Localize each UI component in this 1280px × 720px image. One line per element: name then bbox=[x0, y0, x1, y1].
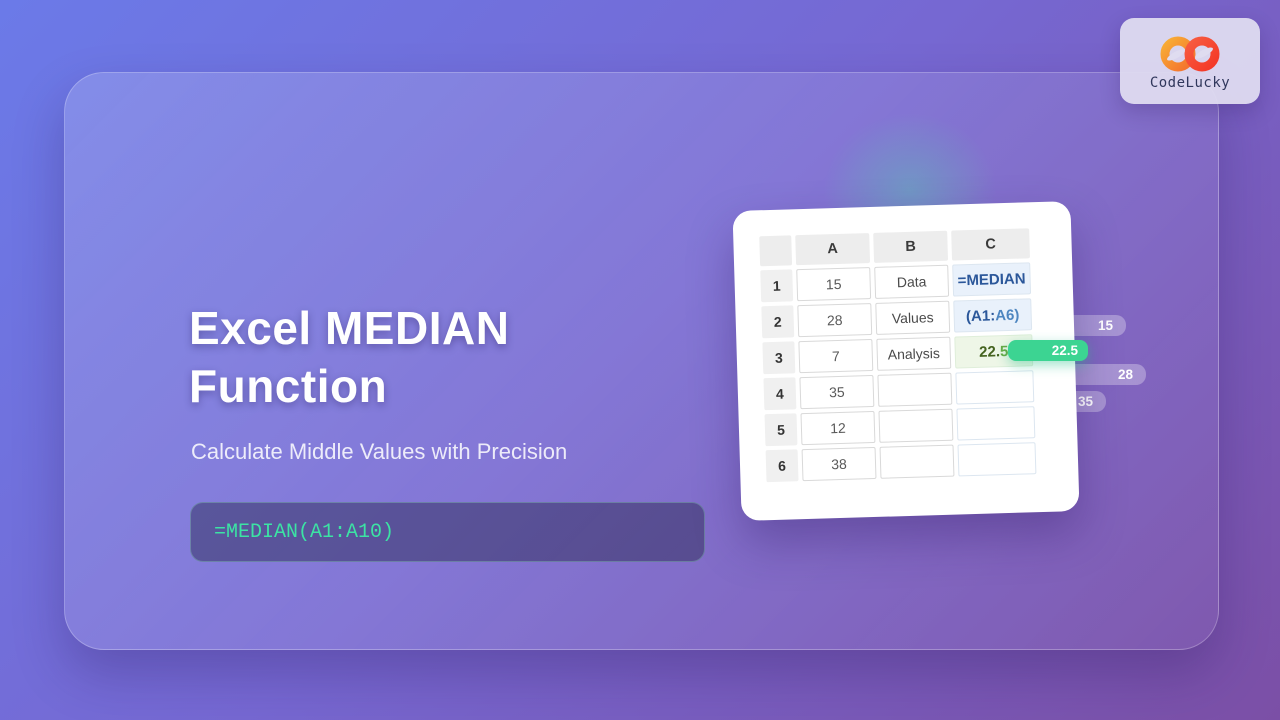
brand-name: CodeLucky bbox=[1149, 74, 1231, 91]
cell-a3: 7 bbox=[798, 338, 874, 374]
cell-a5: 12 bbox=[800, 410, 876, 446]
column-header-c: C bbox=[951, 228, 1031, 261]
cell-b3: Analysis bbox=[876, 336, 952, 371]
cell-b1: Data bbox=[874, 264, 950, 299]
formula-text: =MEDIAN(A1:A10) bbox=[214, 520, 395, 544]
formula-part: 22. bbox=[978, 342, 1001, 361]
cell-a4: 35 bbox=[799, 374, 875, 410]
column-header-b: B bbox=[873, 230, 949, 263]
cell-a2: 28 bbox=[797, 303, 873, 338]
sheet-row-1: 1 15 Data =MEDIAN bbox=[760, 262, 1032, 303]
formula-part: A6) bbox=[994, 306, 1020, 324]
title-line-1: Excel MEDIAN bbox=[189, 302, 510, 354]
sheet-row-6: 6 38 bbox=[765, 442, 1037, 483]
cell-c3: 22.5 bbox=[954, 334, 1034, 369]
corner-cell bbox=[759, 235, 793, 267]
cell-a6: 38 bbox=[801, 446, 877, 482]
row-header-2: 2 bbox=[761, 305, 795, 339]
cell-c4 bbox=[955, 370, 1035, 405]
cell-c6 bbox=[957, 442, 1037, 477]
column-header-a: A bbox=[795, 233, 871, 266]
cell-b5 bbox=[878, 408, 954, 443]
cell-a1: 15 bbox=[796, 267, 872, 302]
page-title: Excel MEDIAN Function bbox=[189, 299, 509, 415]
sheet-row-5: 5 12 bbox=[764, 406, 1036, 447]
row-header-6: 6 bbox=[765, 449, 799, 483]
row-header-5: 5 bbox=[764, 413, 798, 447]
sheet-body: 1 15 Data =MEDIAN 2 28 Values (A1:A6) 3 7 Analysis… bbox=[760, 262, 1037, 483]
cell-b6 bbox=[879, 444, 955, 479]
cell-b4 bbox=[877, 372, 953, 407]
cell-b2: Values bbox=[875, 300, 951, 335]
cell-c1: =MEDIAN bbox=[952, 262, 1032, 297]
sheet-row-4: 4 35 bbox=[763, 370, 1035, 411]
page-subtitle: Calculate Middle Values with Precision bbox=[191, 439, 568, 464]
formula-part: (A1: bbox=[965, 306, 996, 325]
cell-c2: (A1:A6) bbox=[953, 298, 1033, 333]
formula-part: =MEDIAN bbox=[957, 269, 1026, 289]
row-header-1: 1 bbox=[760, 269, 794, 303]
formula-code-block: =MEDIAN(A1:A10) bbox=[190, 502, 705, 562]
row-header-4: 4 bbox=[763, 377, 797, 411]
brand-badge: CodeLucky bbox=[1120, 18, 1260, 104]
formula-part: 5 bbox=[999, 342, 1009, 360]
title-line-2: Function bbox=[189, 360, 388, 412]
sheet-row-3: 3 7 Analysis 22.5 bbox=[762, 334, 1034, 375]
cell-c5 bbox=[956, 406, 1036, 441]
sheet-row-2: 2 28 Values (A1:A6) bbox=[761, 298, 1033, 339]
row-header-3: 3 bbox=[762, 341, 796, 375]
infinity-icon bbox=[1160, 36, 1220, 71]
